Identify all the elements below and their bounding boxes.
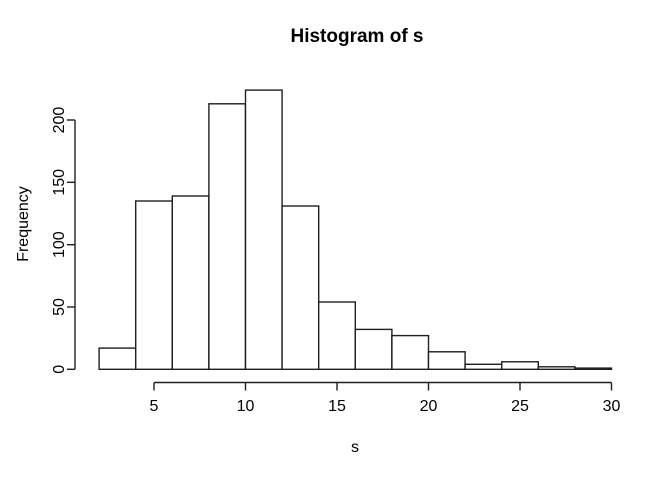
y-tick-label: 0 bbox=[51, 365, 68, 374]
x-tick-label: 10 bbox=[237, 398, 255, 415]
histogram-bar bbox=[281, 205, 320, 371]
histogram-bar bbox=[537, 366, 576, 370]
histogram-bar bbox=[354, 328, 393, 370]
histogram-bar bbox=[134, 200, 173, 371]
histogram-bar bbox=[501, 361, 540, 370]
histogram-bars bbox=[98, 89, 613, 371]
y-tick-label: 100 bbox=[51, 231, 68, 258]
x-tick-label: 20 bbox=[420, 398, 438, 415]
y-axis-label: Frequency bbox=[15, 186, 32, 262]
histogram-bar bbox=[98, 347, 137, 371]
y-tick-label: 50 bbox=[51, 298, 68, 316]
x-tick-label: 25 bbox=[511, 398, 529, 415]
x-axis-label: s bbox=[351, 439, 359, 456]
histogram-bar bbox=[318, 301, 357, 371]
histogram-bar bbox=[208, 103, 247, 371]
x-tick-label: 5 bbox=[150, 398, 159, 415]
x-tick-label: 15 bbox=[328, 398, 346, 415]
histogram-bar bbox=[464, 363, 503, 370]
histogram-bar bbox=[391, 334, 430, 371]
histogram-bar bbox=[171, 195, 210, 371]
histogram-bar bbox=[244, 89, 283, 371]
y-tick-label: 200 bbox=[51, 107, 68, 134]
chart-title: Histogram of s bbox=[290, 26, 423, 47]
histogram-bar bbox=[574, 367, 613, 371]
histogram-bar bbox=[427, 351, 466, 370]
x-tick-label: 30 bbox=[603, 398, 621, 415]
x-axis: 5 10 15 20 25 30 bbox=[150, 381, 621, 415]
y-tick-label: 150 bbox=[51, 169, 68, 196]
y-axis: 0 50 100 150 200 bbox=[51, 107, 76, 374]
